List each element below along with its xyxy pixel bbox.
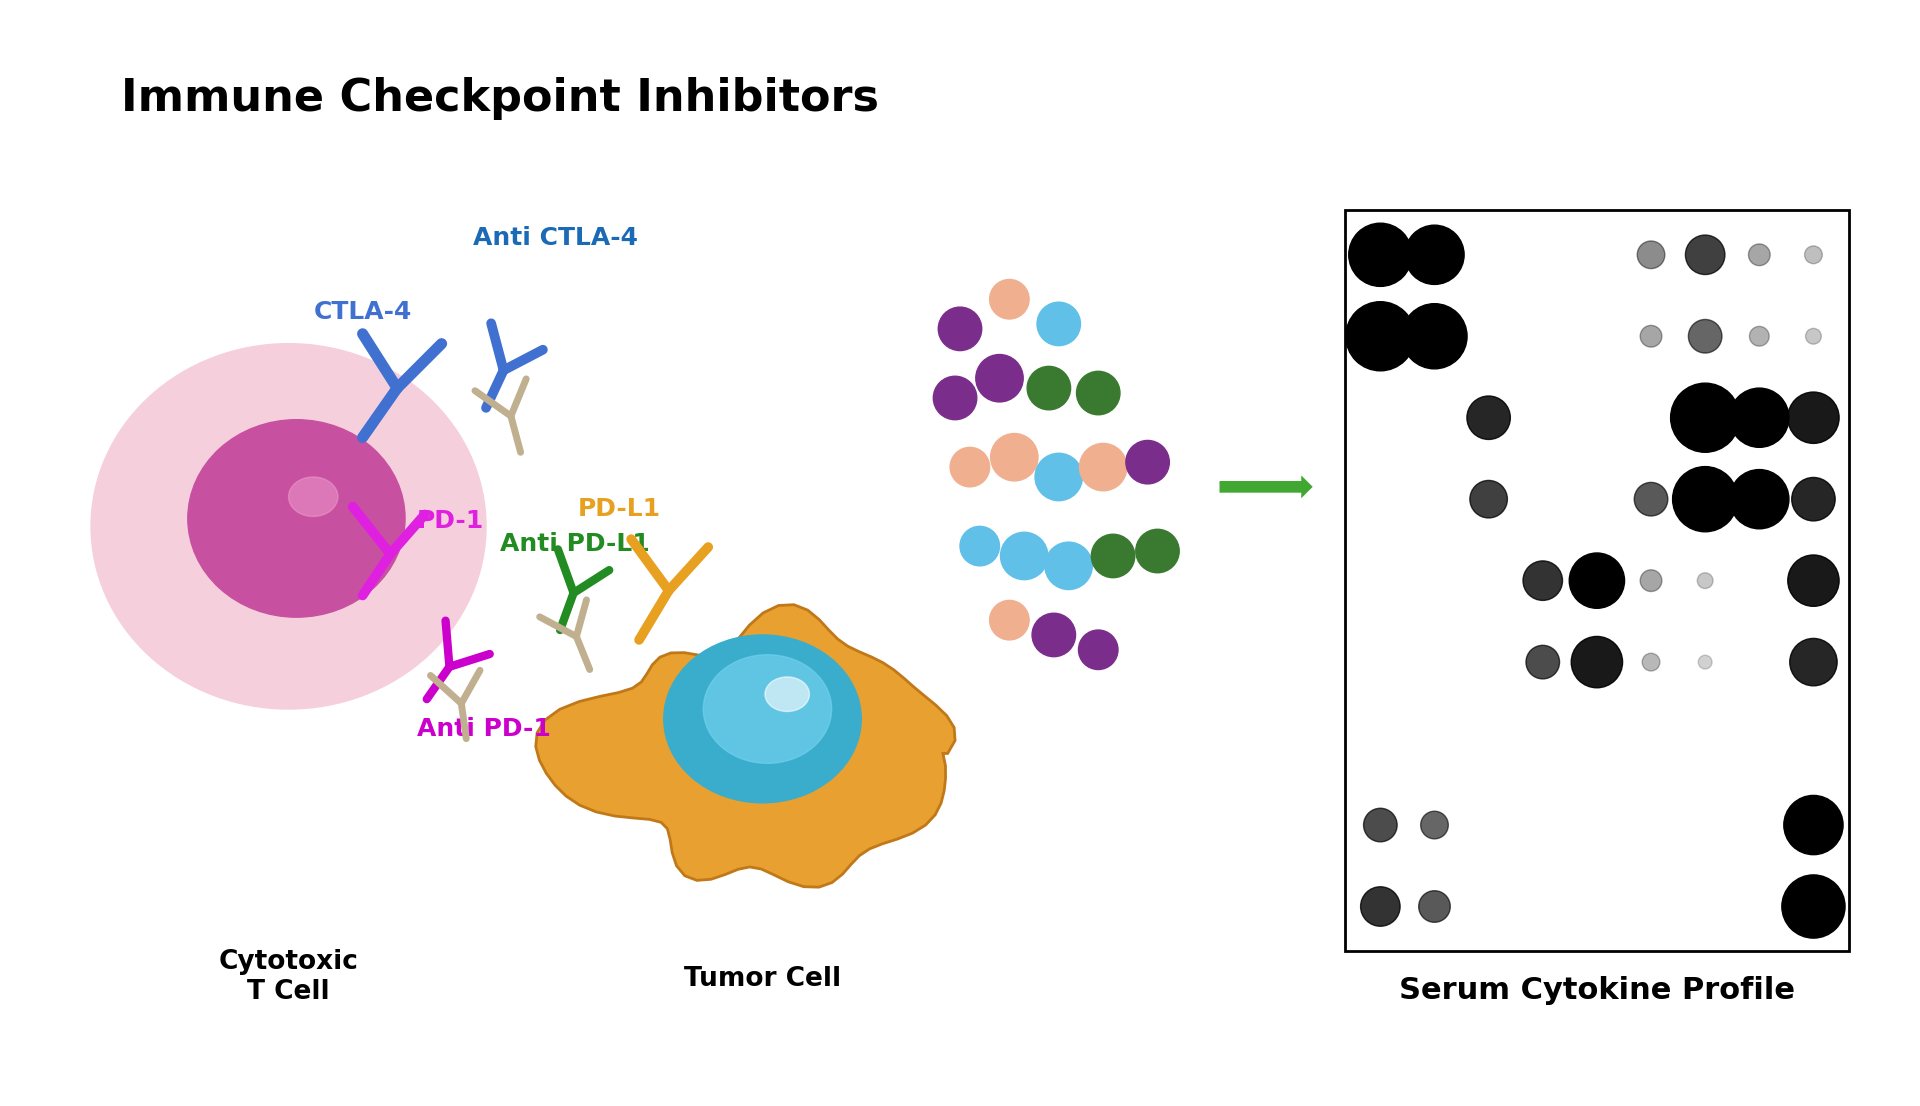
Text: CTLA-4: CTLA-4 [313,300,411,324]
Circle shape [1730,470,1789,529]
Circle shape [1044,542,1092,589]
Circle shape [933,376,977,419]
Circle shape [1037,302,1081,346]
Circle shape [1526,645,1559,679]
Circle shape [1419,890,1450,922]
Circle shape [1079,444,1127,491]
Circle shape [1640,325,1663,347]
Ellipse shape [90,344,486,709]
Text: Tumor Cell: Tumor Cell [684,966,841,992]
Circle shape [1363,808,1398,842]
Circle shape [1035,453,1083,501]
Circle shape [1749,244,1770,265]
Circle shape [1672,467,1738,532]
Circle shape [1027,366,1071,410]
Circle shape [1688,320,1722,353]
Polygon shape [536,605,954,887]
Text: Immune Checkpoint Inhibitors: Immune Checkpoint Inhibitors [121,77,879,121]
Circle shape [1125,440,1169,484]
Circle shape [1686,236,1724,274]
Text: Cytotoxic
T Cell: Cytotoxic T Cell [219,949,359,1005]
Circle shape [1749,326,1768,346]
Text: PD-1: PD-1 [417,510,484,533]
Circle shape [989,601,1029,640]
Circle shape [1788,555,1839,606]
Circle shape [1640,570,1663,592]
Circle shape [1137,530,1179,573]
Circle shape [1789,638,1837,686]
Circle shape [989,280,1029,319]
Circle shape [1421,811,1448,838]
Circle shape [1402,304,1467,368]
Ellipse shape [288,477,338,517]
Circle shape [1405,226,1465,284]
Circle shape [1033,613,1075,657]
Text: PD-L1: PD-L1 [578,498,660,521]
Circle shape [1471,480,1507,518]
Circle shape [1730,388,1789,447]
Circle shape [1634,482,1668,517]
Ellipse shape [664,635,862,803]
Circle shape [1642,654,1661,671]
Ellipse shape [764,677,810,711]
Circle shape [1079,630,1117,669]
Bar [1346,210,1849,951]
Circle shape [1697,573,1713,588]
Circle shape [1571,636,1622,688]
Circle shape [939,307,981,351]
Circle shape [1805,328,1822,344]
Circle shape [1346,302,1415,371]
Circle shape [1000,532,1048,580]
Circle shape [975,355,1023,401]
Circle shape [1782,875,1845,938]
Text: Anti PD-1: Anti PD-1 [417,717,551,741]
Circle shape [1788,392,1839,444]
Circle shape [1805,246,1822,263]
Ellipse shape [188,419,405,617]
Circle shape [1091,534,1135,577]
Text: Anti PD-L1: Anti PD-L1 [499,532,649,556]
Circle shape [1638,241,1665,269]
Ellipse shape [703,655,831,763]
Circle shape [1569,553,1624,608]
Circle shape [1670,383,1740,452]
Circle shape [1784,795,1843,855]
Circle shape [991,434,1039,481]
Circle shape [1699,655,1713,669]
Circle shape [950,447,989,487]
Circle shape [1523,561,1563,601]
Circle shape [1791,478,1836,521]
Text: Anti CTLA-4: Anti CTLA-4 [472,226,637,250]
Circle shape [1467,396,1511,439]
Text: Serum Cytokine Profile: Serum Cytokine Profile [1400,975,1795,1004]
Circle shape [1077,372,1119,415]
Circle shape [960,526,1000,566]
Circle shape [1361,887,1400,926]
Circle shape [1348,223,1411,286]
